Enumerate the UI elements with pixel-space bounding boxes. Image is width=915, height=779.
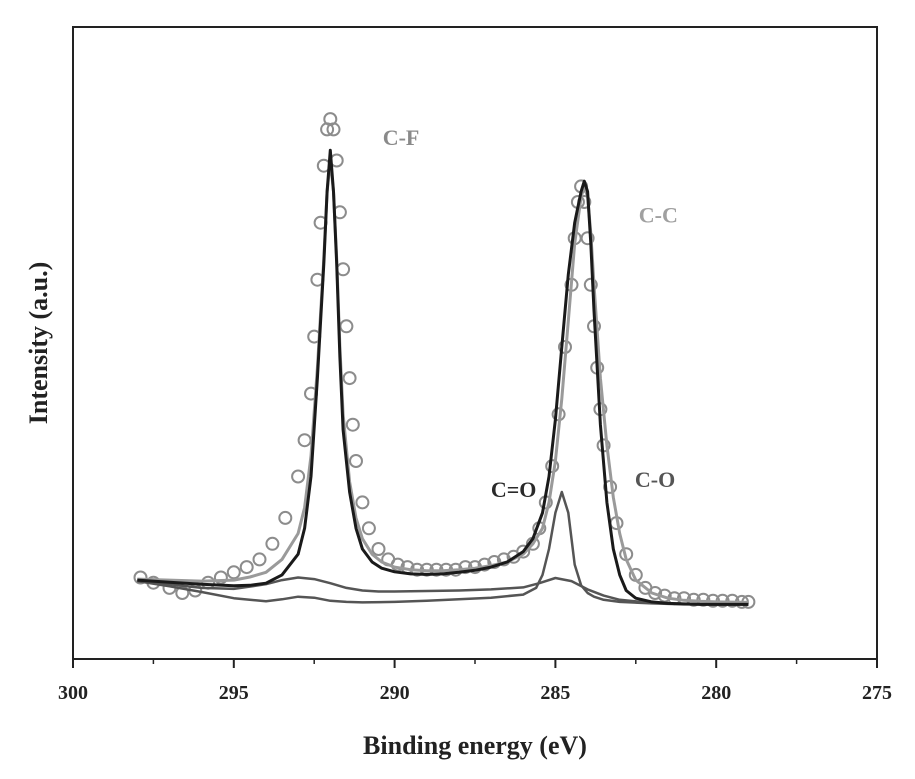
data-point — [356, 496, 368, 508]
x-tick-label-290: 290 — [380, 682, 410, 704]
peak-label: C-O — [635, 467, 675, 492]
peak-label: C-F — [383, 125, 420, 150]
data-point — [373, 543, 385, 555]
x-axis-ticks: 300 295 290 285 280 275 — [58, 659, 892, 704]
series-layer — [135, 113, 755, 608]
y-axis-title: Intensity (a.u.) — [24, 262, 53, 425]
data-point — [363, 522, 375, 534]
x-tick-label-285: 285 — [540, 682, 570, 704]
peak-label: C-C — [639, 203, 678, 228]
data-point — [299, 434, 311, 446]
data-point — [350, 455, 362, 467]
data-point — [344, 372, 356, 384]
data-point — [279, 512, 291, 524]
data-point — [292, 471, 304, 483]
x-tick-label-280: 280 — [701, 682, 731, 704]
data-point — [347, 419, 359, 431]
data-point — [254, 553, 266, 565]
x-tick-label-300: 300 — [58, 682, 88, 704]
x-tick-label-275: 275 — [862, 682, 892, 704]
data-point — [228, 566, 240, 578]
x-tick-label-295: 295 — [219, 682, 249, 704]
data-point — [266, 538, 278, 550]
data-point — [337, 263, 349, 275]
peak-label: C=O — [491, 477, 537, 502]
data-point — [340, 320, 352, 332]
plot-frame — [73, 27, 877, 659]
data-point — [241, 561, 253, 573]
x-axis-title: Binding energy (eV) — [363, 731, 587, 760]
peak-annotations: C-F C-C C=O C-O — [383, 125, 678, 502]
